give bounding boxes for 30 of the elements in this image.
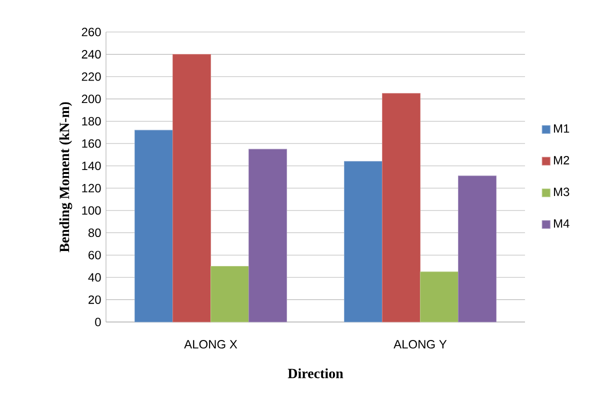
- y-tick-label: 120: [82, 184, 101, 192]
- y-tick-label: 160: [82, 139, 101, 148]
- bar: [344, 161, 383, 322]
- bar: [210, 266, 250, 322]
- bar: [382, 93, 421, 322]
- y-axis-title: Bending Moment (kN-m): [59, 102, 72, 252]
- y-tick-label: 180: [82, 116, 101, 126]
- legend-label: M4: [554, 219, 570, 228]
- y-tick-label: 0: [95, 318, 101, 326]
- y-tick-label: 260: [82, 28, 101, 36]
- y-tick-label: 40: [88, 273, 101, 282]
- y-tick-label: 80: [88, 228, 101, 238]
- bar: [420, 272, 459, 322]
- bar: [134, 130, 174, 322]
- x-tick-label: ALONG X: [184, 340, 238, 349]
- y-tick-label: 240: [82, 50, 101, 59]
- legend-label: M1: [554, 124, 570, 133]
- y-tick-label: 20: [88, 295, 101, 304]
- bar: [248, 148, 288, 322]
- y-tick-label: 60: [88, 250, 101, 260]
- y-tick-label: 140: [82, 162, 101, 170]
- legend-label: M2: [554, 156, 570, 164]
- bar: [172, 54, 212, 322]
- x-axis-title: Direction: [288, 368, 344, 378]
- y-tick-label: 220: [82, 72, 101, 81]
- y-tick-label: 200: [82, 94, 101, 104]
- x-tick-label: ALONG Y: [394, 340, 447, 349]
- legend-label: M3: [554, 188, 570, 196]
- y-tick-label: 100: [82, 206, 101, 215]
- bar: [458, 176, 497, 322]
